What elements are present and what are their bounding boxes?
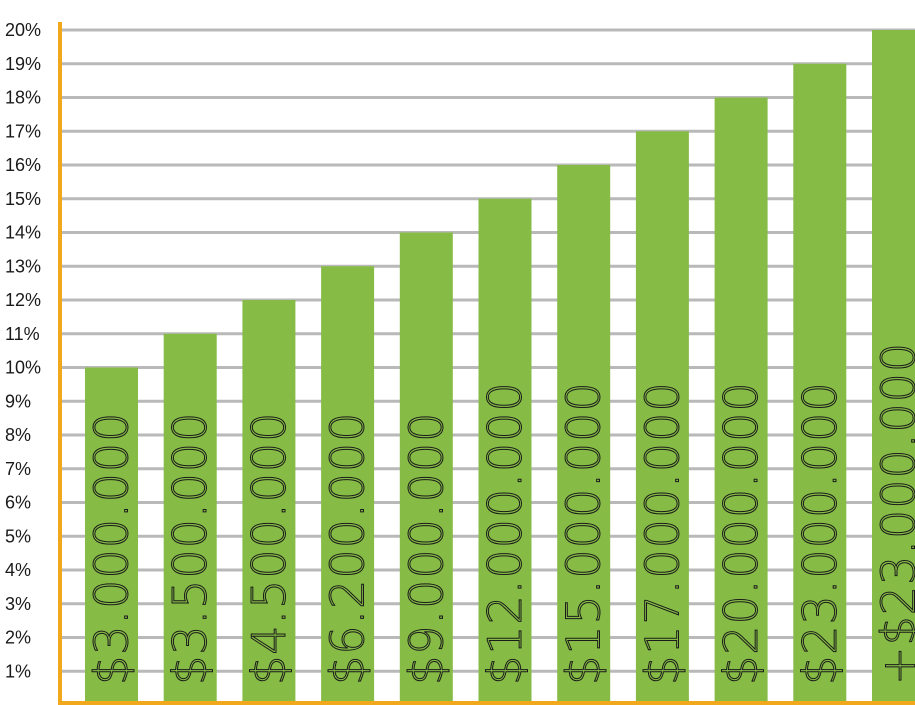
y-tick-label: 6% [5, 493, 31, 513]
bar-label: $6.200.000 [321, 412, 375, 685]
bar [872, 30, 915, 705]
y-tick-label: 15% [5, 189, 41, 209]
y-tick-label: 1% [5, 661, 31, 681]
y-tick-label: 8% [5, 425, 31, 445]
bar [478, 198, 532, 705]
y-axis-tick-labels: 1% 2% 3% 4% 5% 6% 7% 8% 9% 10% 11% 12% 13% 14% 15% 16% 1… [5, 20, 41, 681]
bar [163, 333, 217, 705]
bars: $3.000.000 $3.500.000 $4.500.000 $6.200.000… [84, 30, 915, 705]
y-tick-label: 4% [5, 560, 31, 580]
y-tick-label: 2% [5, 628, 31, 648]
bar [557, 165, 611, 705]
axes [58, 22, 915, 705]
y-tick-label: 12% [5, 290, 41, 310]
bar-label: $20.000.000 [714, 381, 768, 685]
bar [635, 131, 689, 705]
y-tick-label: 11% [5, 324, 40, 344]
y-tick-label: 10% [5, 358, 41, 378]
bar-label: $15.000.000 [557, 381, 611, 685]
bar-label: +$23.000.000 [872, 342, 915, 685]
y-tick-label: 14% [5, 223, 41, 243]
bar-label: $23.000.000 [793, 381, 847, 685]
bar [242, 300, 296, 705]
y-tick-label: 7% [5, 459, 31, 479]
y-tick-label: 9% [5, 391, 31, 411]
bar-label: $4.500.000 [242, 412, 296, 685]
bar [793, 63, 847, 705]
y-tick-label: 5% [5, 526, 31, 546]
y-tick-label: 20% [5, 20, 41, 40]
y-tick-label: 13% [5, 256, 41, 276]
bar [321, 266, 375, 705]
bar [714, 97, 768, 705]
bar [399, 232, 453, 705]
bar-label: $3.500.000 [163, 412, 217, 685]
y-tick-label: 16% [5, 155, 41, 175]
bar-label: $9.000.000 [399, 412, 453, 685]
y-tick-label: 18% [5, 88, 41, 108]
bar-label: $12.000.000 [478, 381, 532, 685]
y-tick-label: 17% [5, 121, 41, 141]
y-tick-label: 3% [5, 594, 31, 614]
bar [85, 367, 138, 705]
bar-label: $17.000.000 [635, 381, 689, 685]
y-tick-label: 19% [5, 54, 41, 74]
bar-label: $3.000.000 [85, 412, 139, 685]
